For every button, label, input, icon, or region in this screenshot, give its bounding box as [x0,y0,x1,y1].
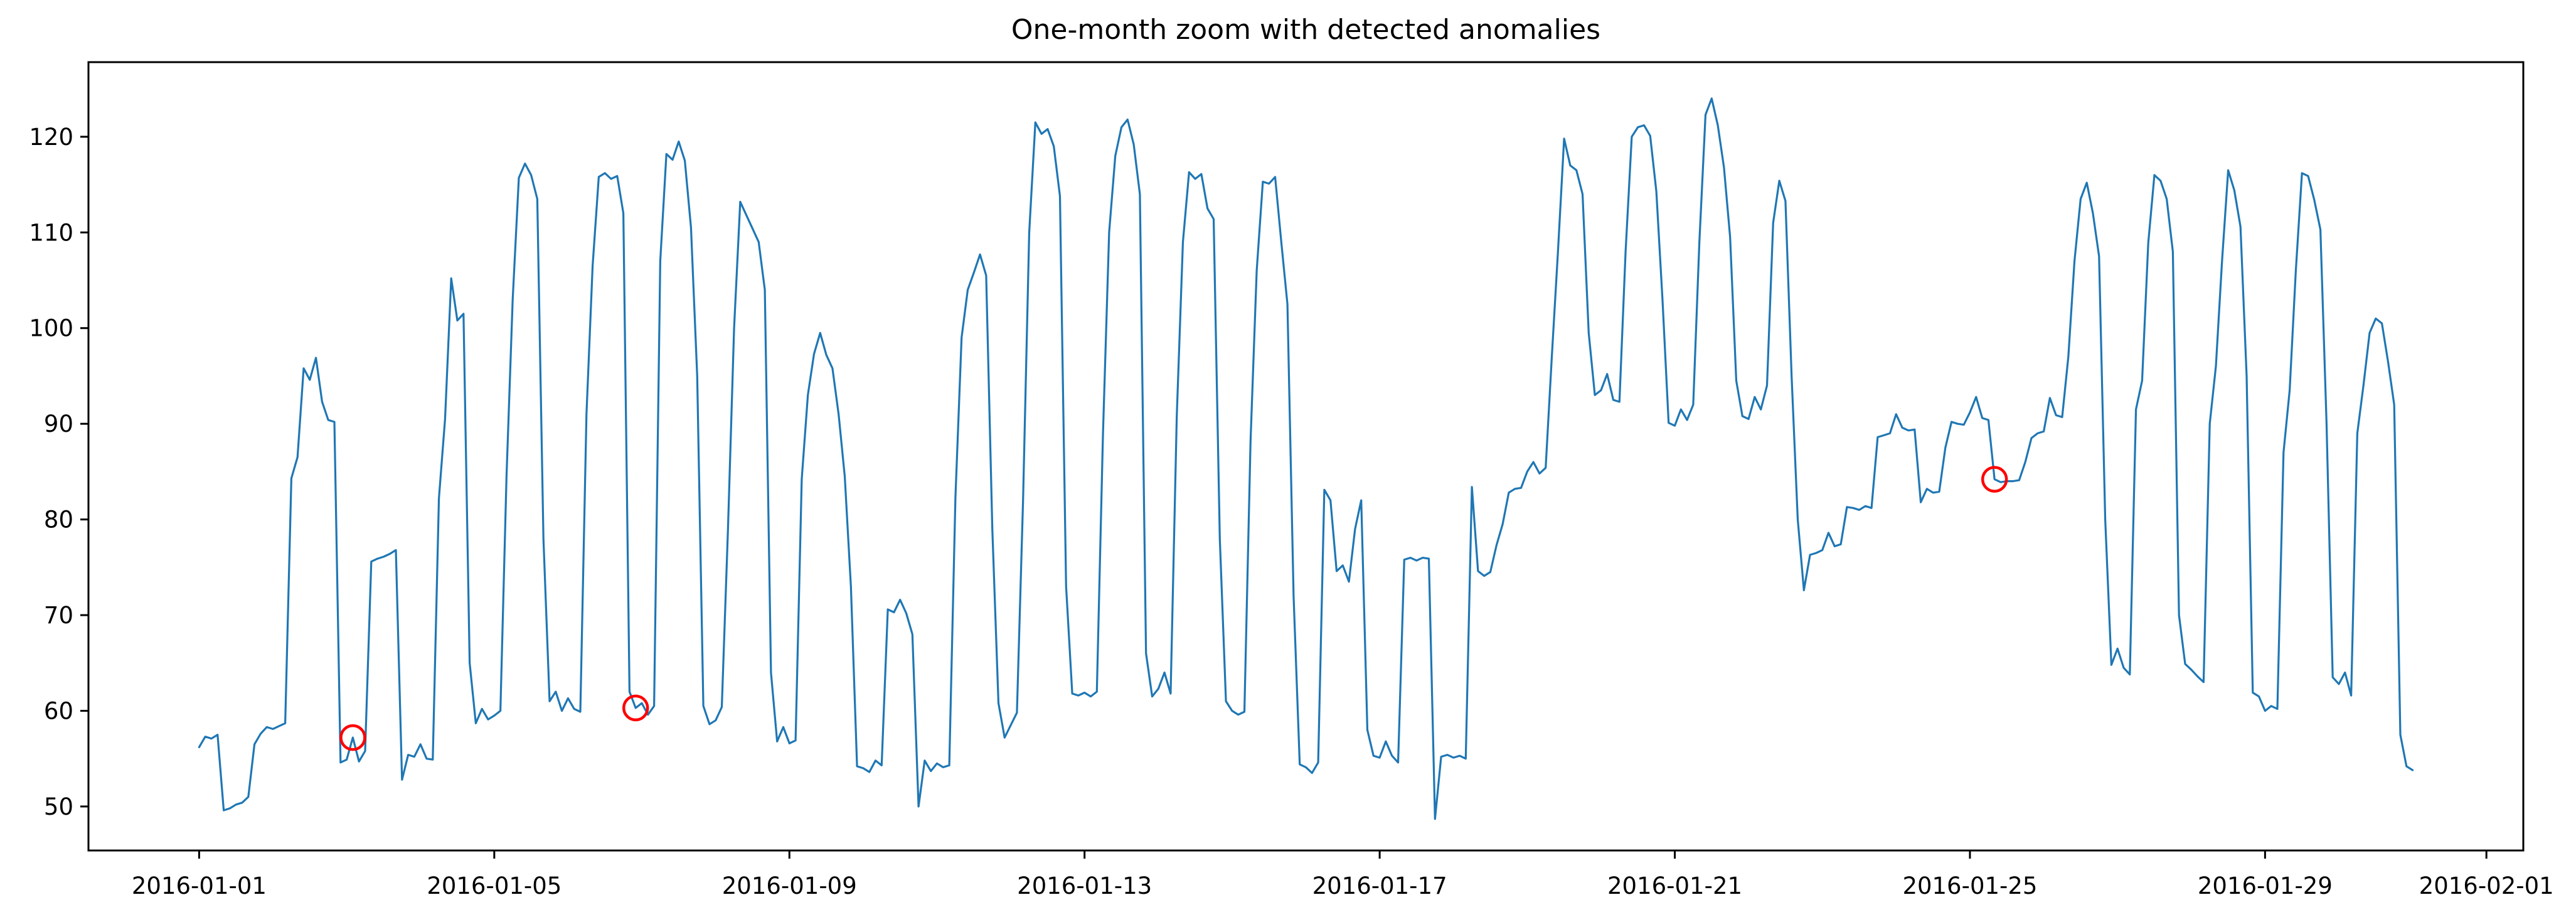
y-tick-label: 60 [44,697,73,724]
x-tick-label: 2016-01-13 [1017,872,1152,899]
chart-title: One-month zoom with detected anomalies [1011,14,1600,46]
x-axis-ticks: 2016-01-01 2016-01-05 2016-01-09 2016-01-13… [132,850,2554,899]
y-tick-label: 110 [29,219,73,246]
y-tick-label: 80 [44,507,73,534]
x-tick-label: 2016-01-21 [1607,872,1742,899]
x-tick-label: 2016-01-09 [722,872,857,899]
y-tick-label: 120 [29,124,73,151]
anomaly-markers-group [339,466,2008,751]
anomaly-marker [1981,466,2008,493]
x-tick-label: 2016-01-17 [1312,872,1447,899]
series-group [198,97,2414,820]
x-tick-label: 2016-02-01 [2419,872,2554,899]
x-tick-label: 2016-01-25 [1902,872,2037,899]
y-axis-ticks: 50 60 70 80 90 100 110 120 [29,124,88,820]
y-tick-label: 100 [29,315,73,342]
x-tick-label: 2016-01-29 [2198,872,2333,899]
anomaly-marker [339,724,366,751]
y-tick-label: 90 [44,410,73,437]
plot-border [87,61,2525,852]
x-tick-label: 2016-01-01 [132,872,267,899]
anomaly-marker [622,694,649,722]
series-line [198,97,2414,820]
x-tick-label: 2016-01-05 [427,872,562,899]
y-tick-label: 70 [44,602,73,629]
y-tick-label: 50 [44,793,73,820]
